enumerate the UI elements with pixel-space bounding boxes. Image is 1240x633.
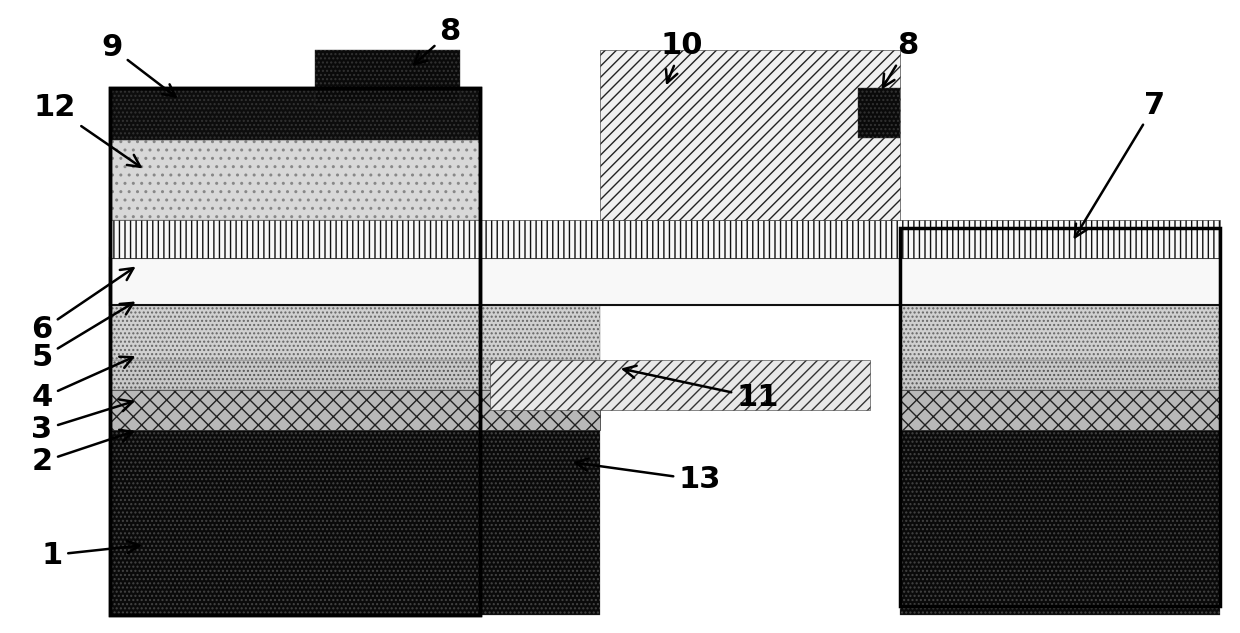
Bar (110, 360, 600, 390)
Bar (110, 430, 600, 615)
Bar (900, 228, 1220, 296)
Text: 8: 8 (883, 32, 919, 87)
Bar (110, 305, 600, 360)
Bar (858, 88, 900, 138)
Text: 3: 3 (31, 399, 133, 444)
Bar (110, 88, 480, 140)
Bar (110, 88, 480, 615)
Text: 9: 9 (102, 34, 176, 97)
Text: 1: 1 (41, 541, 139, 570)
Bar (110, 220, 1220, 258)
Bar (110, 88, 480, 615)
Text: 2: 2 (31, 430, 133, 477)
Bar (600, 50, 900, 220)
Bar (315, 50, 460, 105)
Bar (900, 305, 1220, 360)
Text: 4: 4 (31, 357, 133, 413)
Text: 11: 11 (624, 366, 779, 413)
Bar (490, 360, 870, 410)
Text: 6: 6 (31, 268, 134, 344)
Bar (110, 258, 1220, 305)
Text: 7: 7 (1075, 91, 1166, 237)
Bar (110, 140, 480, 220)
Bar (900, 390, 1220, 430)
Text: 5: 5 (31, 303, 133, 372)
Bar (110, 390, 600, 430)
Bar (900, 360, 1220, 390)
Text: 12: 12 (33, 94, 140, 167)
Bar (900, 228, 1220, 606)
Text: 13: 13 (575, 458, 722, 494)
Bar (900, 430, 1220, 615)
Text: 8: 8 (414, 18, 460, 65)
Text: 10: 10 (661, 32, 703, 83)
